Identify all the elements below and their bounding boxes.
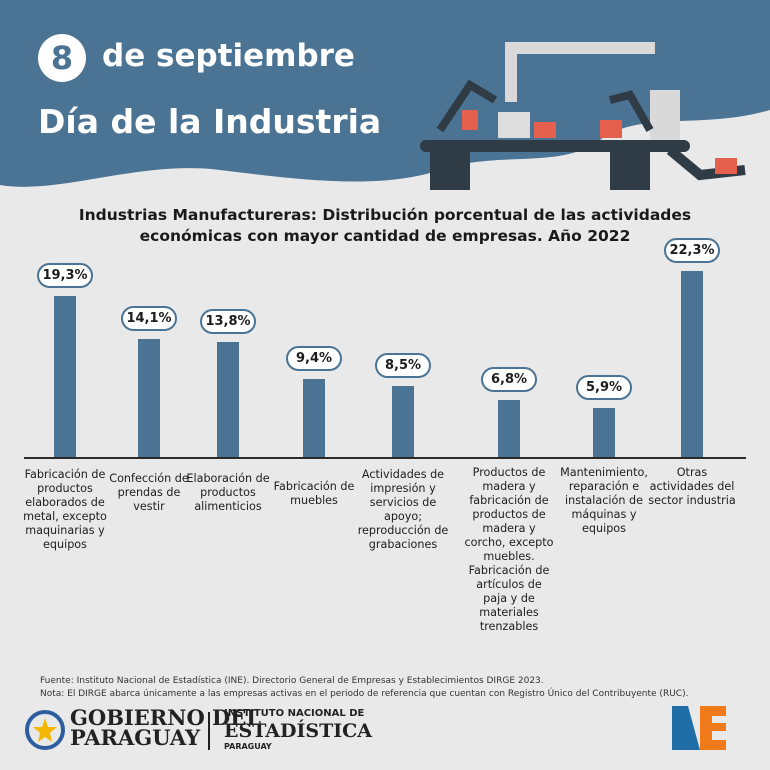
data-label: 9,4% (286, 345, 342, 371)
chart-title: Industrias Manufactureras: Distribución … (78, 206, 692, 245)
bar (593, 407, 615, 457)
bar (138, 339, 160, 457)
category-label: Productos de madera y fabricación de pro… (464, 466, 554, 633)
category-label: Fabricación de muebles (273, 480, 355, 507)
page-title: Día de la Industria (38, 102, 382, 141)
category-label: Mantenimiento, reparación e instalación … (560, 466, 648, 535)
x-axis-line (24, 457, 746, 459)
date-text: de septiembre (102, 38, 355, 74)
footnote: Nota: El DIRGE abarca únicamente a las e… (40, 689, 689, 699)
data-label: 14,1% (121, 306, 177, 332)
source-note: Fuente: Instituto Nacional de Estadístic… (40, 676, 544, 686)
category-label: Actividades de impresión y servicios de … (357, 468, 449, 551)
bar (392, 386, 414, 457)
ine-line1: INSTITUTO NACIONAL DE (224, 708, 365, 719)
bar (54, 296, 76, 457)
category-label: Fabricación de productos elaborados de m… (23, 468, 107, 551)
data-label: 6,8% (481, 367, 537, 393)
logo-gobierno-seal (25, 710, 65, 750)
gobierno-logo-text: GOBIERNO DEL PARAGUAY (70, 705, 262, 750)
ine-line3: PARAGUAY (224, 742, 272, 751)
ine-line2: ESTADÍSTICA (224, 720, 373, 742)
factory-illustration (420, 42, 746, 190)
category-label: Confección de prendas de vestir (109, 472, 189, 513)
category-label: Elaboración de productos alimenticios (186, 472, 270, 513)
data-label: 22,3% (664, 238, 720, 263)
bar (217, 341, 239, 457)
bar (303, 378, 325, 457)
logo-ine (672, 706, 726, 750)
day-number-badge: 8 (38, 34, 86, 82)
gob-line1: GOBIERNO DEL (70, 705, 262, 730)
logo-divider (208, 712, 210, 750)
data-label: 5,9% (576, 374, 632, 400)
bar (681, 271, 703, 457)
bar (498, 400, 520, 457)
data-label: 19,3% (37, 263, 93, 289)
data-label: 13,8% (200, 308, 256, 334)
data-label: 8,5% (375, 353, 431, 379)
gob-line2: PARAGUAY (70, 725, 201, 750)
category-label: Otras actividades del sector industria (648, 466, 736, 507)
